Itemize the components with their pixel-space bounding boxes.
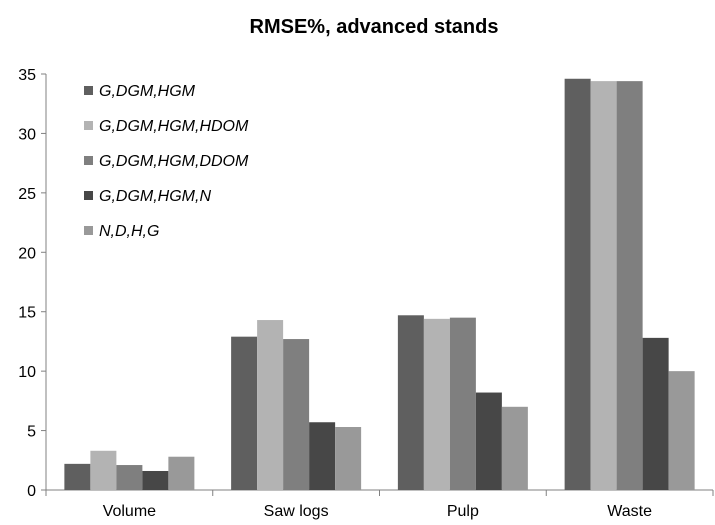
y-axis: 0 5 10 15 20 25 30 35 xyxy=(18,67,47,500)
bar xyxy=(309,422,336,490)
bar xyxy=(616,81,643,490)
bar xyxy=(64,463,91,490)
y-tick-label: 10 xyxy=(18,364,36,381)
bar xyxy=(423,318,450,490)
legend-swatch xyxy=(84,156,93,165)
legend-swatch xyxy=(84,191,93,200)
legend-label: G,DGM,HGM xyxy=(99,83,196,100)
bar xyxy=(90,450,117,490)
bar xyxy=(668,371,695,490)
bar xyxy=(335,427,362,490)
legend-label: G,DGM,HGM,HDOM xyxy=(99,118,249,135)
y-tick-label: 5 xyxy=(27,424,36,441)
y-tick-label: 20 xyxy=(18,245,36,262)
y-tick-label: 25 xyxy=(18,186,36,203)
bar xyxy=(501,406,528,490)
bar xyxy=(397,315,424,490)
bar xyxy=(231,336,258,490)
bar xyxy=(116,465,143,490)
bars xyxy=(64,78,695,491)
legend-label: N,D,H,G xyxy=(99,223,159,240)
bar xyxy=(564,78,591,491)
bar xyxy=(475,392,502,490)
legend-label: G,DGM,HGM,N xyxy=(99,188,211,205)
bar xyxy=(168,456,195,490)
y-tick-label: 35 xyxy=(18,67,36,84)
x-tick-label: Pulp xyxy=(447,503,479,520)
chart-title: RMSE%, advanced stands xyxy=(250,16,499,38)
x-tick-label: Volume xyxy=(103,503,156,520)
legend-label: G,DGM,HGM,DDOM xyxy=(99,153,249,170)
bar xyxy=(590,81,617,490)
bar xyxy=(257,320,284,490)
x-tick-label: Waste xyxy=(607,503,652,520)
y-tick-label: 15 xyxy=(18,305,36,322)
bar xyxy=(283,339,310,490)
y-tick-label: 30 xyxy=(18,126,36,143)
bar xyxy=(642,337,669,490)
x-tick-label: Saw logs xyxy=(264,503,329,520)
x-axis: Volume Saw logs Pulp Waste xyxy=(45,489,714,520)
bar xyxy=(449,317,476,490)
legend-swatch xyxy=(84,121,93,130)
legend-swatch xyxy=(84,86,93,95)
y-tick-label: 0 xyxy=(27,483,36,500)
legend-swatch xyxy=(84,226,93,235)
legend: G,DGM,HGM G,DGM,HGM,HDOM G,DGM,HGM,DDOM G,D… xyxy=(84,83,249,240)
bar xyxy=(142,470,169,490)
